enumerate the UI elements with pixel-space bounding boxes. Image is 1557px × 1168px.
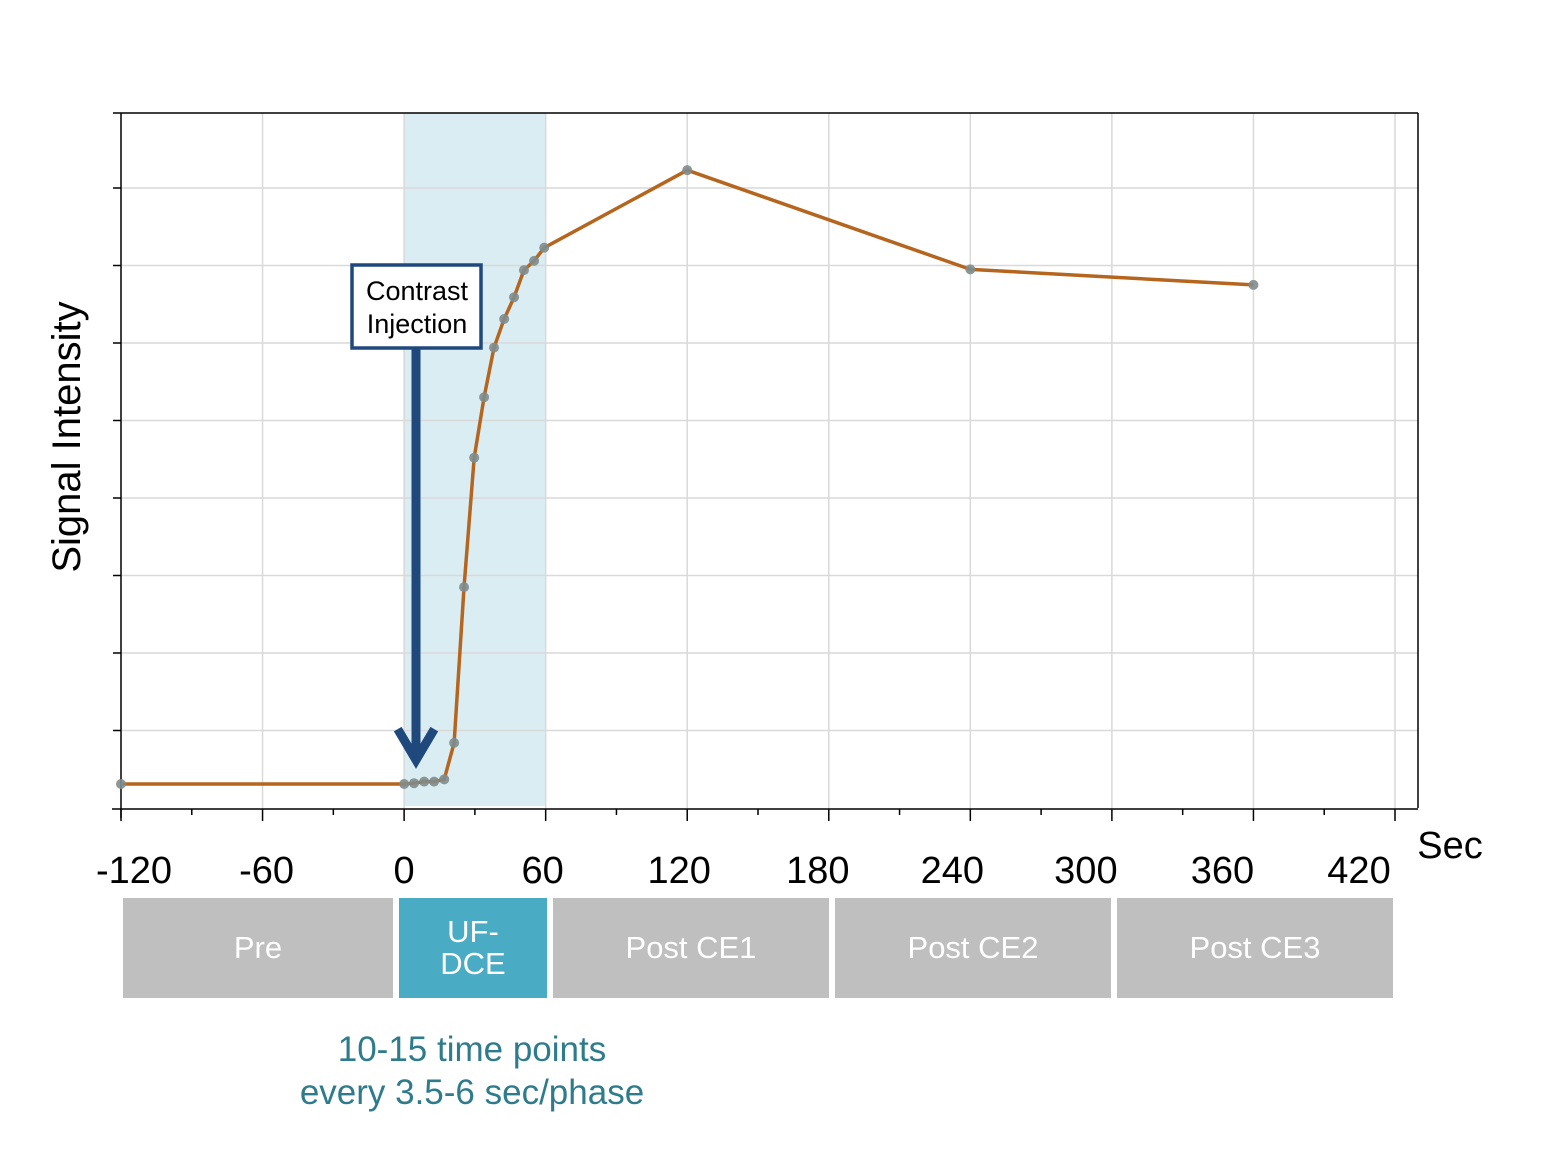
x-tick-label: 420 (1327, 850, 1390, 892)
caption-line-2: every 3.5-6 sec/phase (299, 1073, 645, 1112)
x-tick-label: -60 (239, 850, 294, 892)
phase-pre: Pre (123, 898, 393, 998)
phase-post-ce3-label: Post CE3 (1189, 930, 1321, 965)
data-point (479, 392, 490, 403)
annotation-line-2: Injection (367, 309, 468, 339)
data-point (469, 452, 480, 463)
caption-line-1: 10-15 time points (337, 1030, 607, 1069)
data-point (499, 313, 510, 324)
data-point (419, 776, 430, 787)
phase-post-ce2: Post CE2 (835, 898, 1111, 998)
data-point (449, 737, 460, 748)
data-point (965, 264, 976, 275)
data-point (529, 255, 540, 266)
annotation-box (350, 263, 483, 350)
data-point (409, 778, 420, 789)
uf-dce-caption: 10-15 time points every 3.5-6 sec/phase (232, 1028, 712, 1114)
phase-uf-dce-label-1: UF- (447, 914, 499, 949)
x-tick-label: 300 (1054, 850, 1117, 892)
data-point (439, 774, 450, 785)
phase-uf-dce-label-2: DCE (440, 946, 506, 981)
x-tick-label: 120 (648, 850, 711, 892)
data-point (116, 778, 126, 789)
y-axis-label: Signal Intensity (45, 301, 89, 572)
x-tick-label: 180 (786, 850, 849, 892)
data-point (459, 582, 470, 593)
data-point (399, 778, 410, 789)
phase-post-ce1: Post CE1 (553, 898, 829, 998)
x-tick-label: 240 (921, 850, 984, 892)
data-point (682, 165, 693, 176)
data-point (429, 776, 440, 787)
x-tick-label: 0 (394, 850, 415, 892)
phase-post-ce2-label: Post CE2 (907, 930, 1039, 965)
phase-post-ce3: Post CE3 (1117, 898, 1393, 998)
x-tick-label: 360 (1191, 850, 1254, 892)
data-point (539, 242, 550, 253)
x-tick-label: -120 (96, 850, 172, 892)
annotation-line-1: Contrast (366, 276, 469, 306)
injection-arrow-head (393, 726, 439, 769)
x-tick-label: 60 (522, 850, 564, 892)
data-point (518, 265, 529, 276)
x-axis-label: Sec (1417, 825, 1482, 867)
phase-pre-label: Pre (233, 930, 283, 965)
data-point (488, 342, 499, 353)
phase-uf-dce: UF- DCE (399, 898, 547, 998)
data-point (509, 292, 520, 303)
data-point (1248, 279, 1259, 290)
phase-post-ce1-label: Post CE1 (625, 930, 757, 965)
